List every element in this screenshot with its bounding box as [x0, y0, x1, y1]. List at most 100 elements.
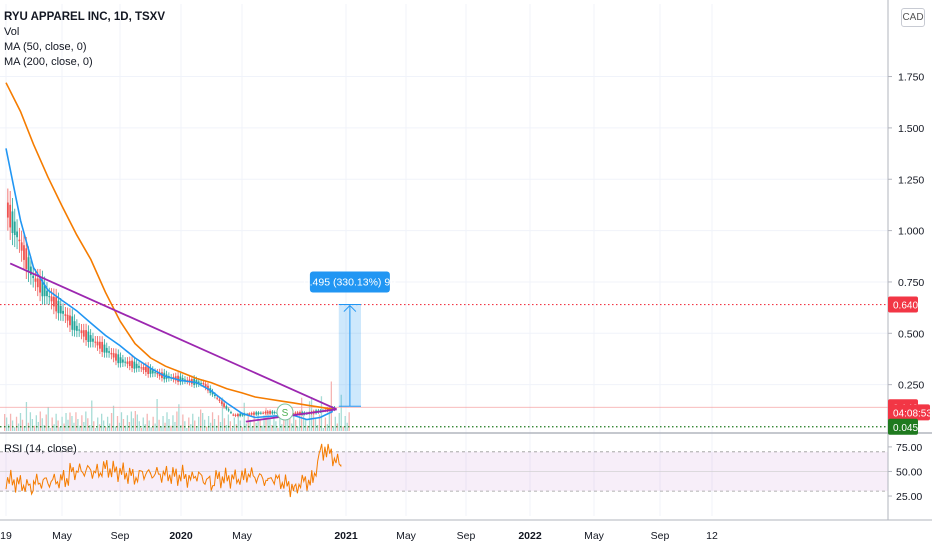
volume-bar — [308, 401, 311, 431]
volume-bar — [271, 425, 273, 431]
volume-bar — [35, 415, 37, 431]
volume-bar — [267, 411, 269, 431]
volume-bar — [162, 416, 164, 431]
volume-bar — [73, 422, 75, 431]
candle-body — [232, 414, 235, 416]
volume-bar — [297, 426, 299, 431]
volume-bar — [326, 424, 329, 431]
measure-tool: 0.495 (330.13%) 99 — [304, 271, 396, 407]
volume-bar — [31, 419, 34, 431]
candle-body — [27, 257, 30, 273]
volume-bar — [221, 397, 224, 431]
measure-label: 0.495 (330.13%) 99 — [304, 277, 396, 289]
rsi-tick-label: 25.00 — [896, 491, 922, 503]
candle-body — [87, 331, 90, 342]
candle-body — [55, 297, 58, 312]
symbol-title[interactable]: RYU APPAREL INC, 1D, TSXV — [4, 11, 166, 23]
candle-body — [73, 321, 76, 331]
candle-body — [96, 341, 99, 346]
candle-body — [43, 285, 46, 297]
candle-body — [241, 413, 244, 416]
volume-bar — [160, 426, 162, 431]
volume-bar — [150, 427, 152, 431]
volume-bar — [108, 423, 111, 431]
volume-bar — [344, 416, 346, 431]
candle-body — [128, 361, 131, 366]
time-tick-label: 2021 — [334, 530, 358, 542]
volume-bar — [140, 428, 142, 431]
candle-body — [75, 325, 78, 331]
volume-bar — [235, 424, 237, 431]
price-tick-label: 0.750 — [898, 277, 924, 289]
volume-bar — [95, 428, 97, 431]
candle-body — [126, 361, 129, 364]
candle-body — [105, 347, 108, 353]
volume-bar — [225, 425, 228, 431]
time-tick-label: 2022 — [518, 530, 542, 542]
volume-bar — [281, 424, 283, 431]
candle-body — [115, 353, 117, 361]
volume-bar — [332, 427, 334, 431]
volume-bar — [188, 417, 190, 431]
candle-body — [71, 316, 74, 330]
volume-bar — [120, 412, 123, 431]
volume-bar — [279, 417, 281, 431]
grid-lines — [0, 4, 888, 516]
volume-bar — [277, 428, 279, 431]
candle-body — [257, 412, 260, 414]
chart-legend: RYU APPAREL INC, 1D, TSXV Vol MA (50, cl… — [4, 10, 165, 70]
candle-body — [69, 315, 71, 326]
candle-body — [103, 344, 106, 353]
currency-button[interactable]: CAD — [901, 8, 925, 27]
volume-bar — [200, 409, 202, 431]
volume-bar — [79, 425, 81, 431]
price-tag-label: 0.045 — [893, 423, 918, 434]
volume-bar — [49, 428, 51, 431]
candle-body — [149, 368, 152, 374]
volume-bar — [184, 421, 186, 431]
volume-bar — [23, 426, 26, 431]
volume-bar — [99, 424, 101, 431]
volume-bar — [322, 428, 325, 431]
volume-bar — [67, 419, 69, 431]
volume-bar — [166, 412, 168, 431]
volume-bar — [168, 419, 170, 431]
volume-bar — [110, 413, 113, 431]
rsi-label[interactable]: RSI (14, close) — [4, 443, 77, 455]
volume-bar — [251, 426, 253, 431]
volume-bar — [21, 419, 24, 431]
candle-body — [64, 314, 67, 316]
volume-bar — [231, 428, 233, 431]
volume-bar — [13, 427, 16, 431]
volume-bar — [211, 412, 214, 431]
volume-bar — [126, 415, 129, 431]
candle-body — [34, 278, 37, 282]
rsi-tick-label: 50.00 — [896, 466, 922, 478]
volume-bar — [304, 419, 307, 431]
volume-bar — [89, 425, 91, 431]
volume-bar — [209, 422, 212, 431]
candle-body — [197, 381, 200, 384]
volume-bar — [318, 414, 321, 431]
candle-body — [29, 266, 32, 276]
dividend-text: S — [282, 408, 289, 419]
indicator-ma200[interactable]: MA (200, close, 0) — [4, 56, 93, 68]
indicator-vol[interactable]: Vol — [4, 26, 20, 38]
indicator-ma50[interactable]: MA (50, close, 0) — [4, 41, 87, 53]
candle-body — [227, 409, 230, 411]
volume-bar — [9, 413, 12, 431]
candle-body — [62, 310, 64, 314]
volume-bar — [249, 419, 251, 431]
measure-arrow-head — [343, 304, 357, 312]
volume-bar — [59, 427, 61, 431]
candle-body — [220, 401, 223, 404]
candle-body — [213, 394, 216, 397]
candle-body — [80, 330, 83, 334]
volume-bar — [205, 426, 208, 431]
candle-body — [121, 359, 124, 363]
candle-body — [23, 245, 25, 260]
volume-bar — [29, 412, 32, 431]
price-tick-label: 1.250 — [898, 174, 924, 186]
